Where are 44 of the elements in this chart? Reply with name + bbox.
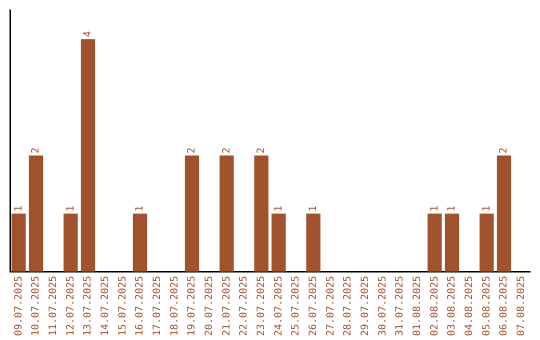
x-tick-label: 16.07.2025 <box>134 276 146 336</box>
x-tick-label: 07.08.2025 <box>516 276 527 336</box>
x-tick-label: 17.07.2025 <box>152 276 163 336</box>
x-tick-label: 20.07.2025 <box>204 276 215 336</box>
data-label: 1 <box>429 206 440 212</box>
x-tick-label: 30.07.2025 <box>377 276 388 336</box>
x-tick-label: 18.07.2025 <box>169 276 180 336</box>
x-tick-label: 12.07.2025 <box>65 276 76 336</box>
data-label: 2 <box>30 147 42 154</box>
data-label: 2 <box>256 147 267 154</box>
x-tick-label: 26.07.2025 <box>308 276 319 336</box>
x-tick-label: 03.08.2025 <box>446 276 458 336</box>
data-label: 1 <box>446 206 458 212</box>
data-label: 2 <box>498 147 510 154</box>
x-tick-label: 15.07.2025 <box>117 276 128 336</box>
x-tick-label: 10.07.2025 <box>30 276 42 336</box>
x-tick-label: 14.07.2025 <box>100 276 111 336</box>
data-label: 1 <box>481 206 492 212</box>
data-label: 1 <box>273 206 284 212</box>
x-tick-label: 02.08.2025 <box>429 276 440 336</box>
x-tick-label: 01.08.2025 <box>412 276 423 336</box>
x-tick-label: 21.07.2025 <box>221 276 232 336</box>
x-tick-label: 11.07.2025 <box>48 276 59 336</box>
x-tick-label: 04.08.2025 <box>464 276 475 336</box>
x-tick-label: 27.07.2025 <box>325 276 336 336</box>
x-tick-label: 31.07.2025 <box>394 276 406 336</box>
data-label: 1 <box>65 206 76 212</box>
x-tick-label: 19.07.2025 <box>186 276 198 336</box>
x-tick-label: 29.07.2025 <box>360 276 371 336</box>
x-tick-label: 09.07.2025 <box>13 276 24 336</box>
data-label: 1 <box>134 206 146 212</box>
data-label: 1 <box>308 206 319 212</box>
x-tick-label: 25.07.2025 <box>290 276 302 336</box>
x-tick-label: 28.07.2025 <box>342 276 354 336</box>
data-label: 1 <box>13 206 24 212</box>
data-label: 4 <box>82 31 94 38</box>
x-tick-label: 23.07.2025 <box>256 276 267 336</box>
x-tick-label: 06.08.2025 <box>498 276 510 336</box>
x-tick-label: 22.07.2025 <box>238 276 250 336</box>
data-label: 2 <box>221 147 232 154</box>
x-tick-label: 13.07.2025 <box>82 276 94 336</box>
x-tick-label: 05.08.2025 <box>481 276 492 336</box>
x-tick-label: 24.07.2025 <box>273 276 284 336</box>
data-label: 2 <box>186 147 198 154</box>
